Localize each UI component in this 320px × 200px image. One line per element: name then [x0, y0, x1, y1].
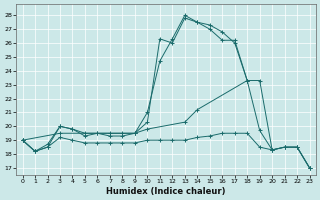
X-axis label: Humidex (Indice chaleur): Humidex (Indice chaleur) [106, 187, 226, 196]
